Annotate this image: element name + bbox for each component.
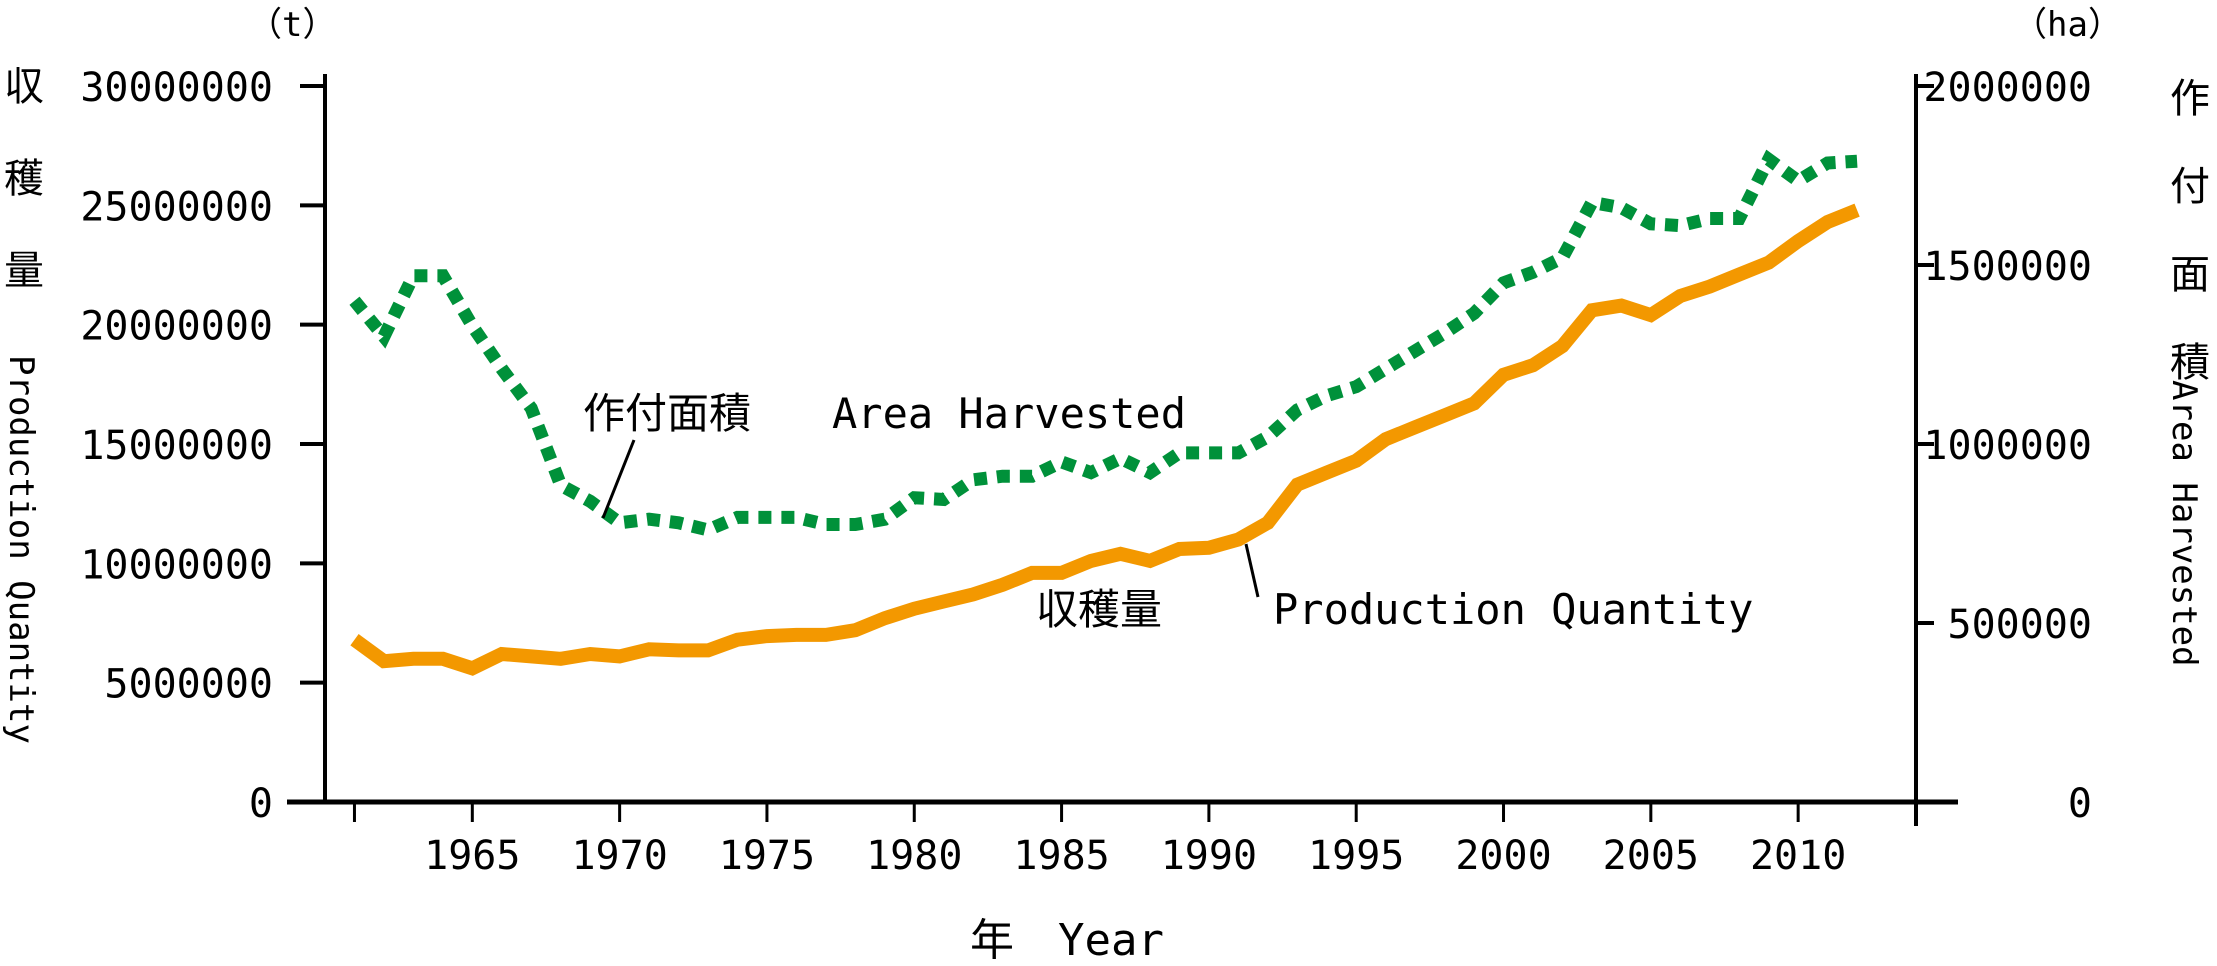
right-axis-title-jp: 作付面積 (2170, 76, 2210, 386)
x-axis-ticks: 1965 1970 1975 1980 1985 1990 1995 2000 2005 2010 (352, 802, 1846, 879)
x-tick-label: 1975 (719, 833, 815, 879)
annotation-production-quantity: 収穫量 Production Quantity (1036, 543, 1753, 634)
right-tick-label: 0 (2068, 781, 2092, 827)
left-tick-label: 0 (249, 781, 273, 827)
right-tick-label: 1500000 (1923, 244, 2092, 290)
right-axis-title: 作付面積 Area Harvested (2164, 76, 2210, 667)
x-tick-label: 1990 (1161, 833, 1257, 879)
annotation-production-jp: 収穫量 (1036, 585, 1162, 634)
right-tick-label: 2000000 (1923, 65, 2092, 111)
right-axis-title-en: Area Harvested (2164, 380, 2204, 667)
left-axis-unit: （t） (248, 5, 336, 45)
left-axis-ticks: 0 5000000 10000000 15000000 20000000 25000000… (80, 65, 325, 827)
left-tick-label: 5000000 (104, 662, 273, 708)
x-axis-title: 年 Year (970, 915, 1164, 966)
annotation-production-en: Production Quantity (1273, 585, 1753, 634)
axes (287, 74, 1958, 826)
left-axis-title-en: Production Quantity (1, 355, 41, 744)
x-tick-label: 1995 (1308, 833, 1404, 879)
x-tick-label: 2005 (1603, 833, 1699, 879)
left-tick-label: 10000000 (80, 542, 273, 588)
left-tick-label: 30000000 (80, 65, 273, 111)
annotation-area-en: Area Harvested (832, 389, 1186, 438)
right-axis-ticks: 0 500000 1000000 1500000 2000000 (1916, 65, 2092, 827)
annotation-area-leader (601, 439, 636, 519)
left-tick-label: 25000000 (80, 184, 273, 230)
x-tick-label: 1970 (571, 833, 667, 879)
left-tick-label: 20000000 (80, 304, 273, 350)
right-tick-label: 500000 (1948, 602, 2093, 648)
right-axis-unit: （ha） (2013, 5, 2122, 45)
x-tick-label: 1985 (1013, 833, 1109, 879)
area-harvested-line (349, 149, 1858, 537)
left-tick-label: 15000000 (80, 423, 273, 469)
left-axis-title-jp: 収穫量 (4, 64, 44, 294)
annotation-production-leader (1244, 543, 1260, 598)
x-tick-label: 1980 (866, 833, 962, 879)
x-tick-label: 1965 (424, 833, 520, 879)
annotation-area-jp: 作付面積 (583, 389, 751, 438)
x-tick-label: 2000 (1455, 833, 1551, 879)
annotation-area-harvested: 作付面積 Area Harvested (583, 389, 1186, 519)
production-quantity-line (350, 203, 1860, 676)
right-tick-label: 1000000 (1923, 423, 2092, 469)
left-axis-title: 収穫量 Production Quantity (1, 64, 44, 744)
x-tick-label: 2010 (1750, 833, 1846, 879)
